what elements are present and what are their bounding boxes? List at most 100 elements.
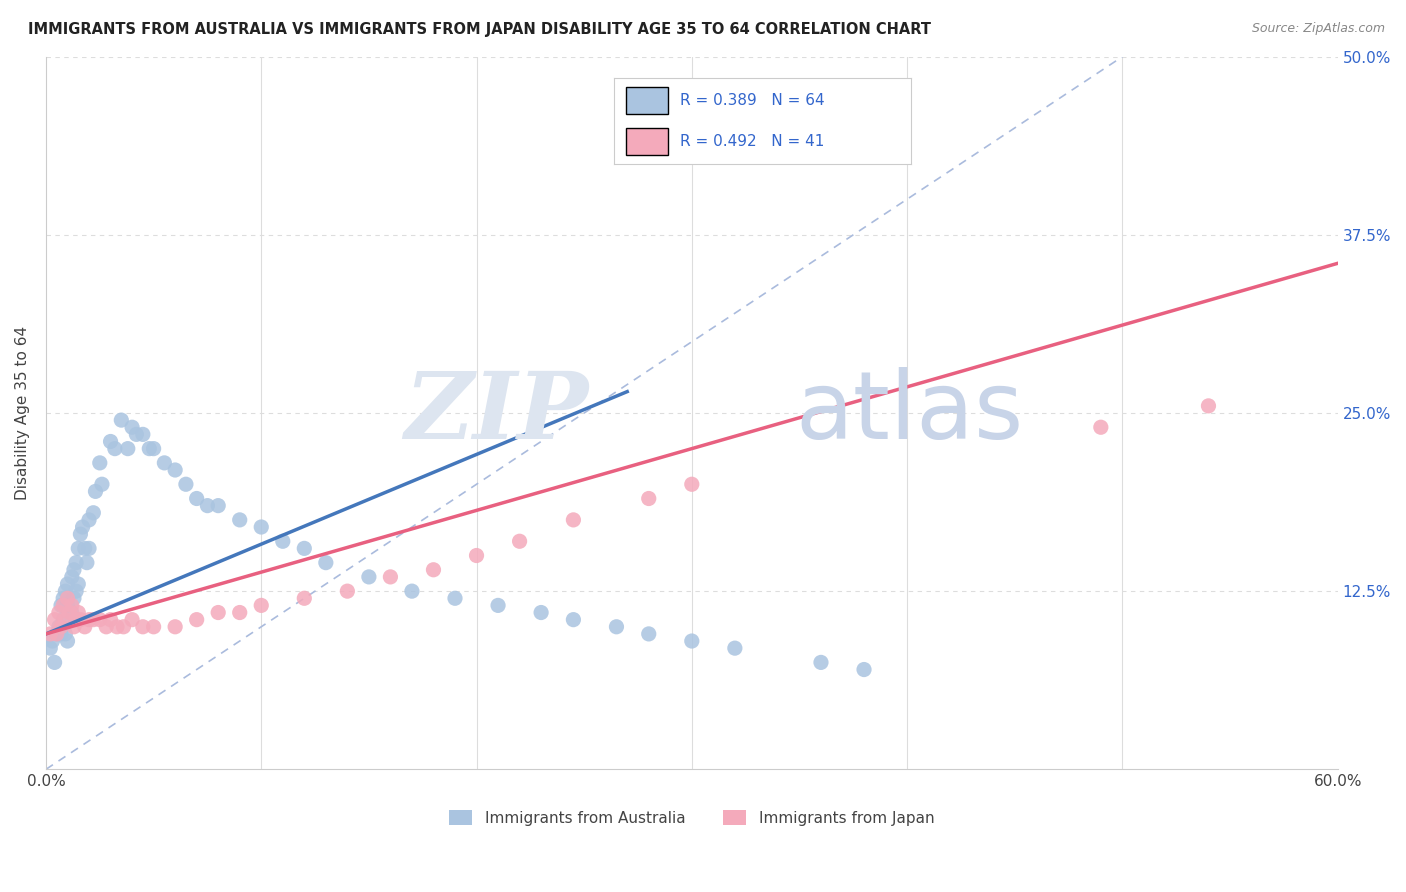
Point [1198,399,1220,413]
Point [117,442,139,456]
Point [82,613,104,627]
Point [39,641,62,656]
Point [186,491,208,506]
Point [380,570,402,584]
Text: IMMIGRANTS FROM AUSTRALIA VS IMMIGRANTS FROM JAPAN DISABILITY AGE 35 TO 64 CORRE: IMMIGRANTS FROM AUSTRALIA VS IMMIGRANTS … [28,22,931,37]
Point [486,599,509,613]
Point [82,506,104,520]
Point [853,663,876,677]
Point [121,613,143,627]
Point [207,499,229,513]
Point [48,606,70,620]
Point [39,627,62,641]
Point [77,541,100,556]
Point [76,556,98,570]
Point [69,527,91,541]
Point [121,420,143,434]
Point [197,499,219,513]
Point [724,641,747,656]
Point [56,599,79,613]
Point [336,584,359,599]
Point [165,463,187,477]
Point [53,627,76,641]
Point [63,591,86,606]
Point [44,656,66,670]
Point [422,563,444,577]
Text: ZIP: ZIP [404,368,589,458]
Point [84,484,107,499]
Point [100,613,122,627]
Point [67,541,90,556]
Point [59,606,82,620]
Point [186,613,208,627]
Text: Source: ZipAtlas.com: Source: ZipAtlas.com [1251,22,1385,36]
Point [73,620,96,634]
Point [315,556,337,570]
Point [60,570,83,584]
Point [465,549,488,563]
Point [72,520,94,534]
Point [44,613,66,627]
Point [174,477,197,491]
Point [357,570,380,584]
Point [138,442,160,456]
Point [60,599,83,613]
Point [509,534,531,549]
Point [681,634,703,648]
Point [142,620,165,634]
Point [77,613,100,627]
Point [562,613,585,627]
Point [48,620,70,634]
Point [165,620,187,634]
Point [112,620,135,634]
Point [52,613,75,627]
Point [60,606,83,620]
Point [250,520,273,534]
Point [77,513,100,527]
Point [444,591,467,606]
Point [52,599,75,613]
Point [63,563,86,577]
Point [45,627,67,641]
Point [104,442,127,456]
Point [292,541,315,556]
Point [637,491,659,506]
Point [56,591,79,606]
Point [65,613,87,627]
Point [65,556,87,570]
Point [67,606,90,620]
Point [65,584,87,599]
Point [89,456,111,470]
Point [53,613,76,627]
Point [105,620,128,634]
Point [110,413,132,427]
Y-axis label: Disability Age 35 to 64: Disability Age 35 to 64 [15,326,30,500]
Point [56,634,79,648]
Point [271,534,294,549]
Point [73,541,96,556]
Point [49,599,72,613]
Text: atlas: atlas [796,367,1024,459]
Point [125,427,148,442]
Point [605,620,627,634]
Point [153,456,176,470]
Point [207,606,229,620]
Point [96,620,118,634]
Point [132,620,155,634]
Point [49,620,72,634]
Point [530,606,553,620]
Point [637,627,659,641]
Point [52,591,75,606]
Point [142,442,165,456]
Point [45,627,67,641]
Point [56,577,79,591]
Point [49,627,72,641]
Point [228,513,250,527]
Point [562,513,585,527]
Point [41,634,63,648]
Point [132,427,155,442]
Point [810,656,832,670]
Point [69,613,91,627]
Point [681,477,703,491]
Point [250,599,273,613]
